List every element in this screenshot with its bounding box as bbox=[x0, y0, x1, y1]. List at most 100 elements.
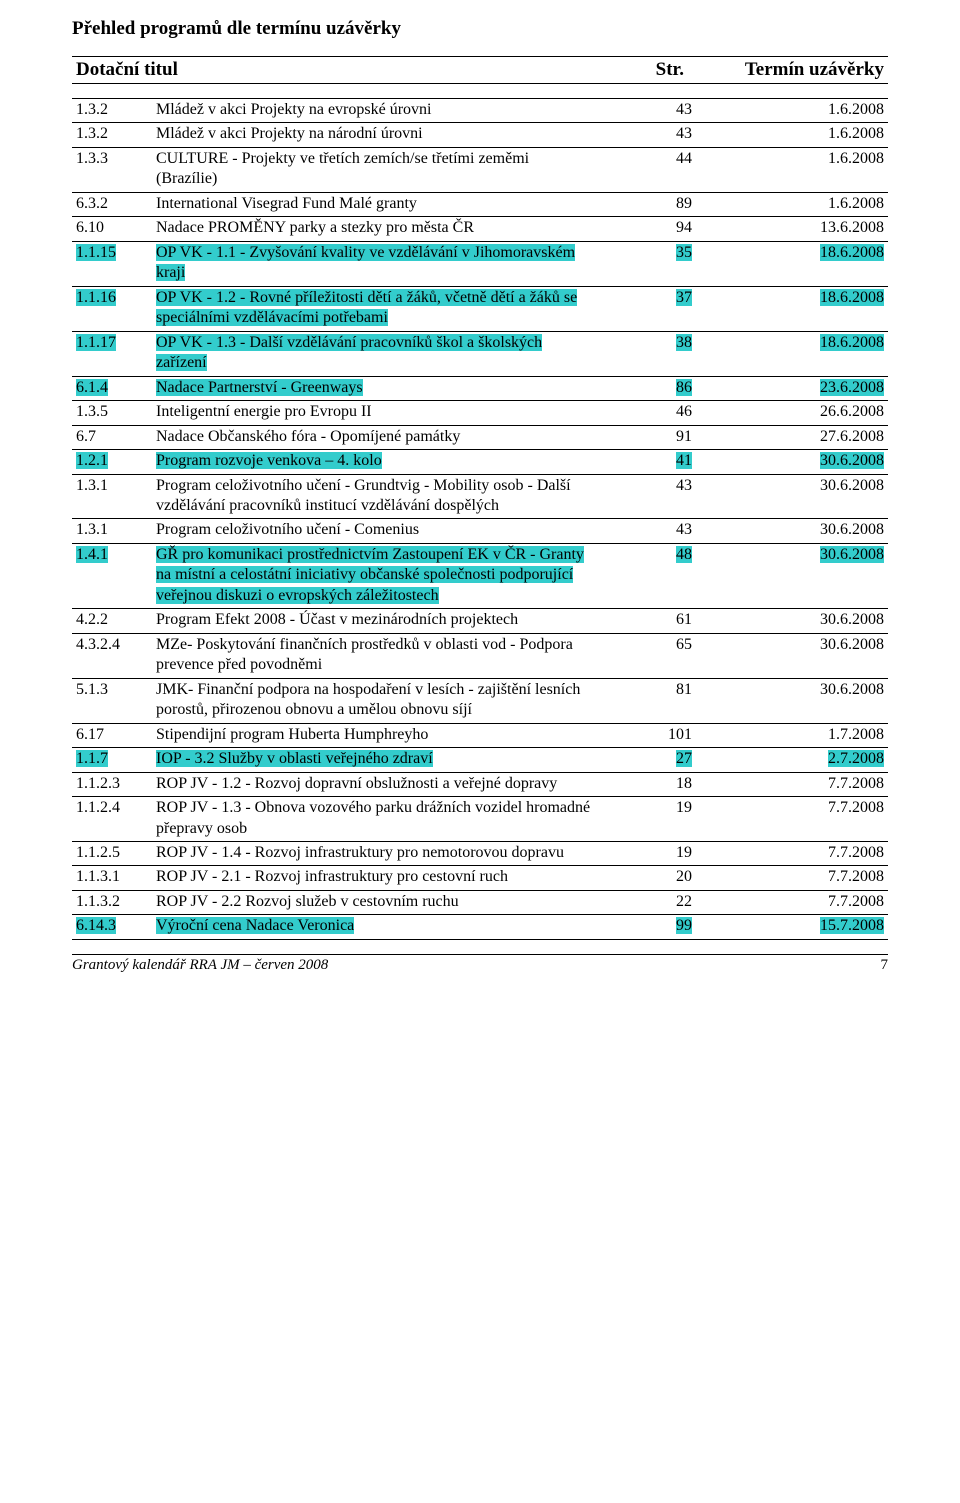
row-date: 1.7.2008 bbox=[696, 724, 888, 747]
document-page: Přehled programů dle termínu uzávěrky Do… bbox=[0, 0, 960, 994]
row-id: 1.4.1 bbox=[72, 544, 152, 567]
row-date: 7.7.2008 bbox=[696, 842, 888, 865]
table-row: 1.1.3.2ROP JV - 2.2 Rozvoj služeb v cest… bbox=[72, 890, 888, 914]
row-description: Program rozvoje venkova – 4. kolo bbox=[152, 450, 598, 473]
row-description: OP VK - 1.3 - Další vzdělávání pracovník… bbox=[152, 332, 598, 376]
table-row: 1.1.16OP VK - 1.2 - Rovné příležitosti d… bbox=[72, 286, 888, 331]
table-row: 1.1.2.3ROP JV - 1.2 - Rozvoj dopravní ob… bbox=[72, 772, 888, 796]
row-description: Mládež v akci Projekty na evropské úrovn… bbox=[152, 99, 598, 122]
row-id: 5.1.3 bbox=[72, 679, 152, 702]
row-date: 18.6.2008 bbox=[696, 287, 888, 310]
row-date: 30.6.2008 bbox=[696, 634, 888, 657]
row-id: 4.3.2.4 bbox=[72, 634, 152, 657]
row-page: 44 bbox=[598, 148, 696, 171]
row-page: 20 bbox=[598, 866, 696, 889]
table-row: 6.17Stipendijní program Huberta Humphrey… bbox=[72, 723, 888, 747]
table-row: 1.1.15OP VK - 1.1 - Zvyšování kvality ve… bbox=[72, 241, 888, 286]
row-page: 19 bbox=[598, 842, 696, 865]
header-col-date: Termín uzávěrky bbox=[688, 57, 888, 83]
row-page: 38 bbox=[598, 332, 696, 355]
table-row: 1.3.1Program celoživotního učení - Comen… bbox=[72, 518, 888, 542]
row-description: Nadace PROMĚNY parky a stezky pro města … bbox=[152, 217, 598, 240]
row-date: 7.7.2008 bbox=[696, 773, 888, 796]
row-description: Stipendijní program Huberta Humphreyho bbox=[152, 724, 598, 747]
row-description: JMK- Finanční podpora na hospodaření v l… bbox=[152, 679, 598, 723]
row-page: 22 bbox=[598, 891, 696, 914]
table-row: 6.14.3Výroční cena Nadace Veronica9915.7… bbox=[72, 914, 888, 939]
row-page: 101 bbox=[598, 724, 696, 747]
row-date: 23.6.2008 bbox=[696, 377, 888, 400]
page-title: Přehled programů dle termínu uzávěrky bbox=[72, 18, 888, 40]
row-page: 37 bbox=[598, 287, 696, 310]
table-row: 6.3.2International Visegrad Fund Malé gr… bbox=[72, 192, 888, 216]
row-description: Program celoživotního učení - Grundtvig … bbox=[152, 475, 598, 519]
row-description: IOP - 3.2 Služby v oblasti veřejného zdr… bbox=[152, 748, 598, 771]
table-row: 6.1.4Nadace Partnerství - Greenways8623.… bbox=[72, 376, 888, 400]
row-description: Program Efekt 2008 - Účast v mezinárodní… bbox=[152, 609, 598, 632]
table-row: 4.3.2.4MZe- Poskytování finančních prost… bbox=[72, 633, 888, 678]
row-page: 48 bbox=[598, 544, 696, 567]
row-description: Inteligentní energie pro Evropu II bbox=[152, 401, 598, 424]
row-id: 6.14.3 bbox=[72, 915, 152, 938]
row-page: 86 bbox=[598, 377, 696, 400]
table-row: 1.3.2Mládež v akci Projekty na národní ú… bbox=[72, 122, 888, 146]
table-row: 1.3.3CULTURE - Projekty ve třetích zemíc… bbox=[72, 147, 888, 192]
table-row: 6.7Nadace Občanského fóra - Opomíjené pa… bbox=[72, 425, 888, 449]
row-id: 1.1.2.4 bbox=[72, 797, 152, 820]
row-id: 1.1.16 bbox=[72, 287, 152, 310]
row-id: 1.3.3 bbox=[72, 148, 152, 171]
program-table: 1.3.2Mládež v akci Projekty na evropské … bbox=[72, 98, 888, 940]
row-id: 1.1.2.3 bbox=[72, 773, 152, 796]
row-page: 19 bbox=[598, 797, 696, 820]
table-row: 1.1.17OP VK - 1.3 - Další vzdělávání pra… bbox=[72, 331, 888, 376]
row-description: GŘ pro komunikaci prostřednictvím Zastou… bbox=[152, 544, 598, 608]
row-id: 1.1.3.1 bbox=[72, 866, 152, 889]
row-page: 35 bbox=[598, 242, 696, 265]
table-row: 1.3.2Mládež v akci Projekty na evropské … bbox=[72, 98, 888, 122]
row-id: 1.1.2.5 bbox=[72, 842, 152, 865]
row-description: OP VK - 1.2 - Rovné příležitosti dětí a … bbox=[152, 287, 598, 331]
row-id: 6.17 bbox=[72, 724, 152, 747]
row-description: MZe- Poskytování finančních prostředků v… bbox=[152, 634, 598, 678]
row-page: 43 bbox=[598, 99, 696, 122]
header-col-page: Str. bbox=[590, 57, 688, 83]
row-page: 43 bbox=[598, 475, 696, 498]
row-page: 27 bbox=[598, 748, 696, 771]
row-date: 1.6.2008 bbox=[696, 123, 888, 146]
header-col-title: Dotační titul bbox=[72, 57, 590, 83]
row-description: Program celoživotního učení - Comenius bbox=[152, 519, 598, 542]
row-page: 18 bbox=[598, 773, 696, 796]
table-row: 5.1.3JMK- Finanční podpora na hospodařen… bbox=[72, 678, 888, 723]
table-row: 1.1.7IOP - 3.2 Služby v oblasti veřejnéh… bbox=[72, 747, 888, 771]
row-date: 1.6.2008 bbox=[696, 99, 888, 122]
table-row: 4.2.2Program Efekt 2008 - Účast v meziná… bbox=[72, 608, 888, 632]
row-date: 7.7.2008 bbox=[696, 866, 888, 889]
row-id: 1.1.15 bbox=[72, 242, 152, 265]
row-page: 99 bbox=[598, 915, 696, 938]
row-id: 4.2.2 bbox=[72, 609, 152, 632]
row-id: 1.3.1 bbox=[72, 475, 152, 498]
row-description: Výroční cena Nadace Veronica bbox=[152, 915, 598, 938]
row-page: 43 bbox=[598, 519, 696, 542]
footer-page-number: 7 bbox=[881, 957, 889, 974]
row-id: 1.1.17 bbox=[72, 332, 152, 355]
row-page: 41 bbox=[598, 450, 696, 473]
row-date: 27.6.2008 bbox=[696, 426, 888, 449]
row-id: 1.3.5 bbox=[72, 401, 152, 424]
row-date: 30.6.2008 bbox=[696, 475, 888, 498]
row-date: 1.6.2008 bbox=[696, 193, 888, 216]
table-row: 1.1.2.4ROP JV - 1.3 - Obnova vozového pa… bbox=[72, 796, 888, 841]
row-description: Mládež v akci Projekty na národní úrovni bbox=[152, 123, 598, 146]
row-description: CULTURE - Projekty ve třetích zemích/se … bbox=[152, 148, 598, 192]
row-id: 1.1.3.2 bbox=[72, 891, 152, 914]
footer-left: Grantový kalendář RRA JM – červen 2008 bbox=[72, 957, 328, 974]
table-row: 1.4.1GŘ pro komunikaci prostřednictvím Z… bbox=[72, 543, 888, 608]
row-description: Nadace Partnerství - Greenways bbox=[152, 377, 598, 400]
row-description: ROP JV - 2.2 Rozvoj služeb v cestovním r… bbox=[152, 891, 598, 914]
table-row: 1.1.3.1ROP JV - 2.1 - Rozvoj infrastrukt… bbox=[72, 865, 888, 889]
row-date: 13.6.2008 bbox=[696, 217, 888, 240]
row-page: 65 bbox=[598, 634, 696, 657]
row-date: 15.7.2008 bbox=[696, 915, 888, 938]
table-row: 1.3.5Inteligentní energie pro Evropu II4… bbox=[72, 400, 888, 424]
row-date: 2.7.2008 bbox=[696, 748, 888, 771]
